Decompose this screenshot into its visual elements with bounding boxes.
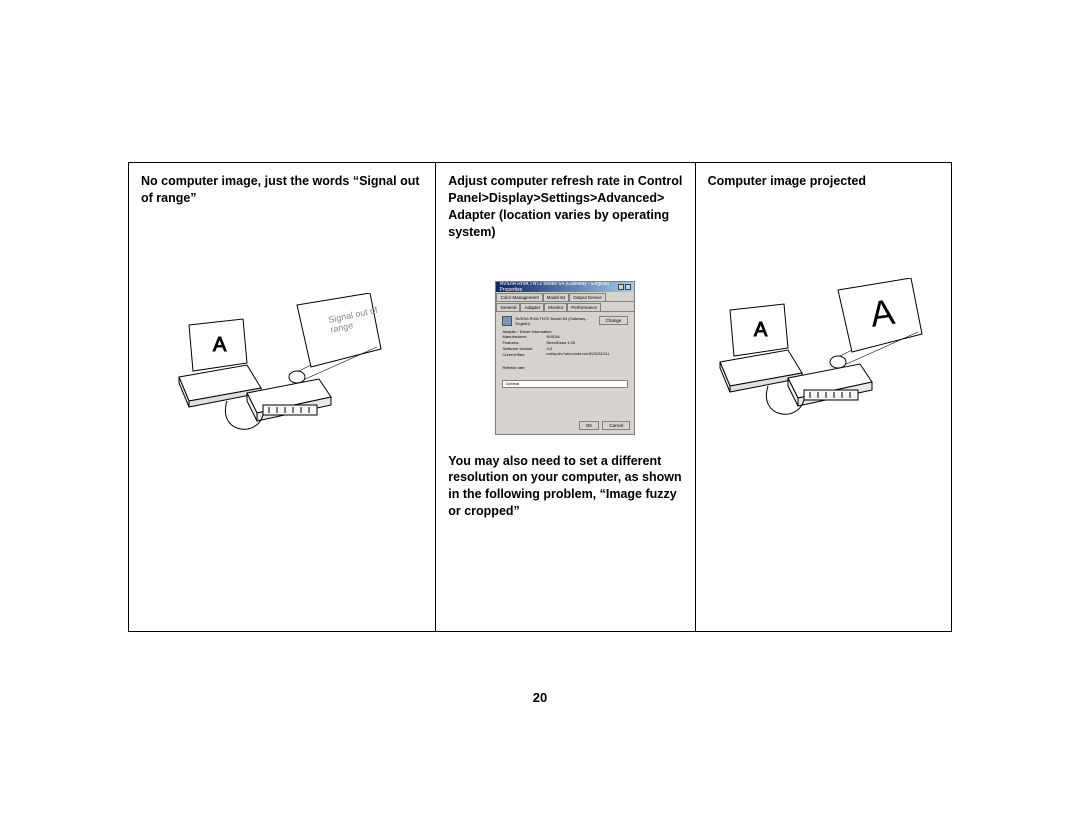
solution-header: Adjust computer refresh rate in Control … xyxy=(448,173,682,241)
solution-column: Adjust computer refresh rate in Control … xyxy=(436,163,695,631)
tab-adapter[interactable]: Adapter xyxy=(520,303,544,311)
display-properties-dialog: NVIDIA RIVA TNT2 Model 64 (Gateway - Eng… xyxy=(495,281,635,435)
tab-row-1: Color Management Model 64 Output Device xyxy=(496,292,634,302)
result-column: Computer image projected A xyxy=(696,163,951,631)
tab-color-management[interactable]: Color Management xyxy=(496,293,542,301)
tab-monitor[interactable]: Monitor xyxy=(544,303,567,311)
close-icon xyxy=(625,284,631,290)
laptop-letter: A xyxy=(754,319,768,341)
page-number: 20 xyxy=(0,690,1080,705)
field-label-manufacturer: Manufacturer: xyxy=(502,334,546,339)
laptop-letter: A xyxy=(213,334,227,356)
tab-general[interactable]: General xyxy=(496,303,520,311)
illustration-image-projected: A A xyxy=(708,278,938,438)
field-label-files: Current files: xyxy=(502,352,546,357)
cancel-button[interactable]: Cancel xyxy=(602,421,630,430)
field-value-version: 4.0 xyxy=(546,346,552,351)
dialog-titlebar: NVIDIA RIVA TNT2 Model 64 (Gateway - Eng… xyxy=(496,282,634,292)
field-value-features: DirectDraw 1.00 xyxy=(546,340,575,345)
dialog-title: NVIDIA RIVA TNT2 Model 64 (Gateway - Eng… xyxy=(499,281,618,293)
result-header: Computer image projected xyxy=(708,173,939,190)
ok-button[interactable]: OK xyxy=(579,421,600,430)
solution-note: You may also need to set a different res… xyxy=(448,453,682,521)
refresh-label: Refresh rate xyxy=(502,365,628,370)
problem-column: No computer image, just the words “Signa… xyxy=(129,163,436,631)
problem-header: No computer image, just the words “Signa… xyxy=(141,173,423,207)
tab-performance[interactable]: Performance xyxy=(567,303,601,311)
tab-row-2: General Adapter Monitor Performance xyxy=(496,302,634,312)
field-value-manufacturer: NVIDIA xyxy=(546,334,559,339)
refresh-rate-select[interactable]: Optimal xyxy=(502,380,628,388)
illustration-signal-out-of-range: Signal out of range xyxy=(167,293,397,453)
tab-model64[interactable]: Model 64 xyxy=(543,293,570,301)
change-button[interactable]: Change xyxy=(599,316,629,325)
tab-output-device[interactable]: Output Device xyxy=(569,293,606,301)
help-icon xyxy=(618,284,624,290)
field-value-files: nvdisp.drv,*vdd,nvmini.vxd,NVDD32.DLL xyxy=(546,352,609,356)
device-name: NVIDIA RIVA TNT2 Model 64 (Gateway - Eng… xyxy=(515,316,598,326)
adapter-icon xyxy=(502,316,512,326)
field-label-version: Software version: xyxy=(502,346,546,351)
field-label-features: Features: xyxy=(502,340,546,345)
